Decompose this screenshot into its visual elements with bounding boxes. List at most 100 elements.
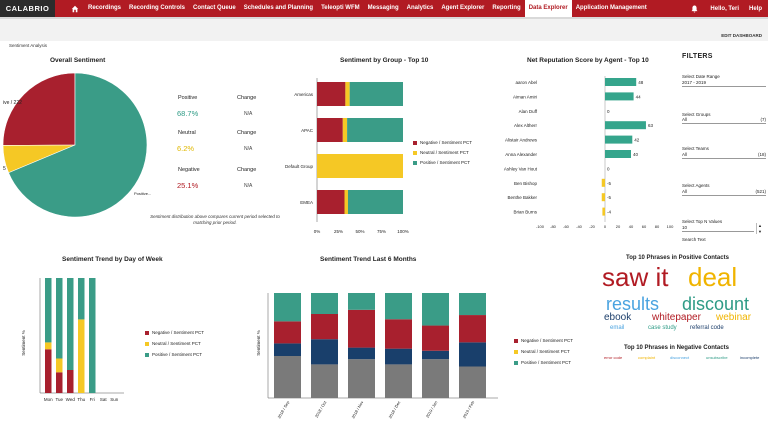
group-bar-segment[interactable] <box>344 190 348 214</box>
agents-field[interactable]: All (521) <box>682 189 766 196</box>
nav-item-recording-controls[interactable]: Recording Controls <box>129 5 186 11</box>
day-bar-segment[interactable] <box>45 349 52 393</box>
month-bar-segment[interactable] <box>459 366 486 399</box>
topn-spinner[interactable]: ▲ ▼ <box>756 223 763 234</box>
positive-phrase[interactable]: referral code <box>690 325 724 331</box>
day-bar-segment[interactable] <box>67 370 74 393</box>
help-link[interactable]: Help <box>748 5 762 12</box>
day-bar-segment[interactable] <box>56 278 63 359</box>
month-bar-segment[interactable] <box>311 339 338 365</box>
month-bar-segment[interactable] <box>459 342 486 367</box>
month-bar-segment[interactable] <box>459 293 486 316</box>
nav-item-application-management[interactable]: Application Management <box>575 5 647 11</box>
month-bar-segment[interactable] <box>385 319 412 349</box>
nrs-bar[interactable] <box>605 135 633 144</box>
nrs-bar[interactable] <box>601 193 605 202</box>
chevron-up-icon[interactable]: ▲ <box>758 223 762 228</box>
positive-phrase[interactable]: webinar <box>716 312 752 323</box>
day-legend-positive[interactable]: Positive / Sentiment PCT <box>145 352 202 357</box>
edit-dashboard-button[interactable]: EDIT DASHBOARD <box>721 33 762 38</box>
day-bar-segment[interactable] <box>67 278 74 370</box>
month-legend-neutral[interactable]: Neutral / Sentiment PCT <box>514 349 570 354</box>
month-bar-segment[interactable] <box>459 315 486 343</box>
nav-item-reporting[interactable]: Reporting <box>492 5 521 11</box>
month-bar-segment[interactable] <box>274 356 301 398</box>
legend-positive[interactable]: Positive / Sentiment PCT <box>413 160 470 165</box>
topn-field[interactable]: 10 <box>682 225 754 232</box>
groups-field[interactable]: All (7) <box>682 117 766 124</box>
month-bar-segment[interactable] <box>385 364 412 398</box>
month-bar-segment[interactable] <box>311 293 338 314</box>
teams-field[interactable]: All (18) <box>682 152 766 159</box>
month-bar-segment[interactable] <box>348 293 375 310</box>
group-bar-segment[interactable] <box>345 82 350 106</box>
day-bar-segment[interactable] <box>78 319 85 393</box>
nav-item-data-explorer[interactable]: Data Explorer <box>524 0 572 17</box>
nrs-bar[interactable] <box>602 207 605 216</box>
month-bar-segment[interactable] <box>422 359 449 398</box>
nav-item-contact-queue[interactable]: Contact Queue <box>193 5 236 11</box>
group-bar-segment[interactable] <box>317 118 343 142</box>
negative-phrase[interactable]: disconnect <box>670 355 690 360</box>
month-bar-segment[interactable] <box>348 309 375 348</box>
overall-sentiment-pie[interactable] <box>0 70 150 220</box>
day-bar-segment[interactable] <box>89 278 96 393</box>
pie-slice-negative[interactable] <box>2 72 76 146</box>
nrs-bar[interactable] <box>605 92 634 101</box>
month-bar-segment[interactable] <box>311 364 338 398</box>
home-icon[interactable] <box>69 0 81 17</box>
nrs-bar[interactable] <box>605 78 637 86</box>
negative-phrase[interactable]: incomplete <box>740 355 760 360</box>
day-bar-segment[interactable] <box>45 342 52 350</box>
positive-phrase[interactable]: case study <box>648 325 677 331</box>
bell-icon[interactable] <box>689 0 700 17</box>
positive-phrase[interactable]: deal <box>688 262 738 292</box>
negative-phrase[interactable]: unsubscribe <box>706 355 728 360</box>
day-bar-segment[interactable] <box>78 278 85 320</box>
month-bar-segment[interactable] <box>274 343 301 356</box>
month-bar-segment[interactable] <box>385 293 412 320</box>
month-bar-segment[interactable] <box>274 321 301 344</box>
group-bar-segment[interactable] <box>317 82 346 106</box>
nav-item-teleopti-wfm[interactable]: Teleopti WFM <box>321 5 360 11</box>
legend-negative[interactable]: Negative / Sentiment PCT <box>413 140 472 145</box>
group-bar-segment[interactable] <box>347 118 403 142</box>
group-bar-segment[interactable] <box>349 82 403 106</box>
positive-phrase[interactable]: saw it <box>602 262 669 292</box>
day-bar-segment[interactable] <box>56 358 63 373</box>
positive-phrase[interactable]: whitepaper <box>652 312 701 323</box>
group-bar-segment[interactable] <box>317 190 345 214</box>
month-bar-segment[interactable] <box>385 348 412 365</box>
nav-item-agent-explorer[interactable]: Agent Explorer <box>441 5 485 11</box>
nav-item-schedules-and-planning[interactable]: Schedules and Planning <box>243 5 314 11</box>
nav-item-recordings[interactable]: Recordings <box>88 5 122 11</box>
group-bar-segment[interactable] <box>317 154 403 178</box>
nrs-bar[interactable] <box>605 121 646 130</box>
positive-phrase[interactable]: email <box>610 325 625 331</box>
nrs-bar[interactable] <box>601 178 605 187</box>
day-legend-negative[interactable]: Negative / Sentiment PCT <box>145 330 204 335</box>
nrs-bar[interactable] <box>605 150 631 158</box>
pie-slice-positive[interactable] <box>8 72 148 218</box>
month-bar-segment[interactable] <box>422 293 449 326</box>
group-bar-segment[interactable] <box>347 190 403 214</box>
positive-phrase[interactable]: ebook <box>604 312 632 323</box>
positive-phrase[interactable]: discount <box>682 294 750 314</box>
month-bar-segment[interactable] <box>422 325 449 351</box>
month-bar-segment[interactable] <box>274 293 301 322</box>
month-bar-segment[interactable] <box>422 350 449 360</box>
nav-item-messaging[interactable]: Messaging <box>367 5 399 11</box>
calabrio-logo[interactable]: CALABRIO <box>0 0 55 17</box>
user-menu[interactable]: Hello, Teri <box>710 5 739 12</box>
group-bar-segment[interactable] <box>342 118 348 142</box>
legend-neutral[interactable]: Neutral / Sentiment PCT <box>413 150 469 155</box>
month-bar-segment[interactable] <box>348 347 375 360</box>
day-bar-segment[interactable] <box>56 372 63 393</box>
month-legend-positive[interactable]: Positive / Sentiment PCT <box>514 360 571 365</box>
chevron-down-icon[interactable]: ▼ <box>758 228 762 234</box>
month-bar-segment[interactable] <box>311 314 338 340</box>
day-legend-neutral[interactable]: Neutral / Sentiment PCT <box>145 341 201 346</box>
date-range-field[interactable]: 2017 - 2019 <box>682 80 766 87</box>
month-bar-segment[interactable] <box>348 359 375 398</box>
day-bar-segment[interactable] <box>45 278 52 343</box>
